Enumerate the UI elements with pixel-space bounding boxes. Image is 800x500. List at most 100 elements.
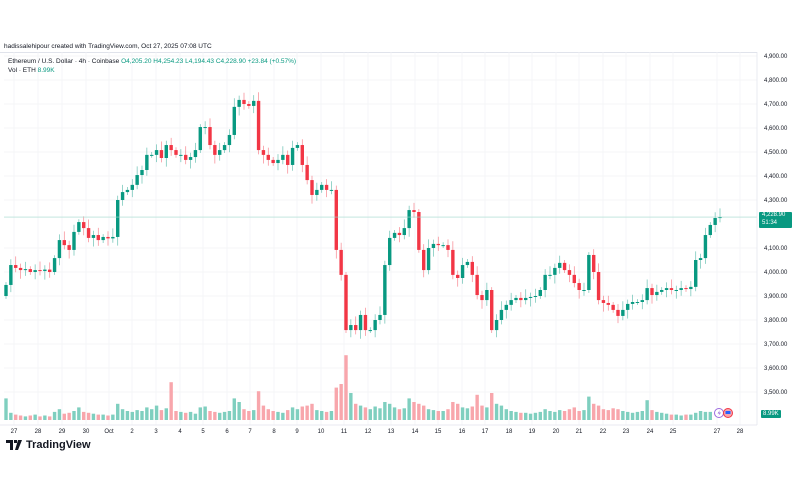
candle-body (543, 274, 547, 290)
volume-bar (286, 410, 290, 420)
x-tick-label: 22 (600, 429, 607, 435)
tradingview-logo[interactable]: TradingView (6, 439, 91, 451)
candle (669, 279, 674, 295)
x-tick-label: 10 (318, 429, 325, 435)
candle (538, 287, 542, 299)
candle (295, 142, 300, 151)
volume-bar (203, 406, 207, 420)
volume-bar (329, 411, 334, 420)
candle (106, 231, 110, 246)
candle-body (611, 304, 615, 310)
symbol-name[interactable]: Ethereum / U.S. Dollar · 4h · Coinbase (8, 58, 120, 65)
candle (271, 157, 275, 166)
candle (227, 129, 232, 153)
candle-body (664, 288, 669, 290)
event-lightning-icon[interactable] (714, 408, 724, 418)
candle-body (577, 283, 581, 290)
candle-body (77, 222, 81, 232)
candle (23, 261, 28, 276)
candle-body (48, 269, 52, 272)
volume-label[interactable]: Vol · ETH (8, 67, 36, 74)
candle (261, 145, 266, 164)
candle (601, 295, 606, 312)
candle-body (237, 99, 241, 107)
ohlc-close: C4,228.90 (215, 58, 246, 65)
candle (713, 212, 717, 233)
candle (465, 259, 470, 268)
candle (145, 147, 149, 176)
candle (412, 202, 416, 218)
candle (154, 144, 159, 163)
candle (553, 263, 557, 284)
event-flag-icon[interactable] (723, 408, 733, 418)
candle-body (256, 100, 261, 151)
last-price-tag: 4,228.90 51:34 (759, 212, 792, 228)
candle (310, 175, 314, 204)
candle (606, 295, 610, 311)
volume-bar (596, 405, 601, 420)
volume-bar (38, 416, 42, 420)
candle (96, 227, 100, 246)
candle (650, 283, 654, 304)
candle-body (703, 235, 708, 259)
volume-bar (344, 355, 348, 420)
volume-bar (363, 407, 368, 420)
candle-body (553, 267, 557, 275)
candle (256, 92, 261, 155)
volume-bar (261, 405, 266, 420)
volume-bar (504, 409, 508, 420)
candle (169, 137, 173, 156)
candle-body (271, 159, 275, 164)
candle-body (14, 265, 18, 268)
volume-bar (106, 415, 110, 420)
volume-tag: 8.99K (761, 410, 781, 418)
volume-bar (388, 403, 392, 420)
volume-bar (543, 409, 547, 420)
candle-body (397, 232, 402, 236)
volume-bar (601, 409, 606, 420)
candle (179, 149, 183, 163)
y-tick-label: 3,700.00 (764, 342, 788, 348)
candle-body (9, 265, 13, 285)
volume-bar (378, 408, 382, 420)
candle-body (57, 240, 62, 259)
candle-body (412, 210, 416, 212)
candle (417, 209, 421, 253)
candle (596, 263, 601, 305)
candle-body (558, 262, 562, 268)
x-tick-label: 15 (435, 429, 442, 435)
candle (577, 278, 581, 299)
volume-bar (349, 393, 353, 420)
candle-body (519, 297, 523, 301)
candle-body (213, 145, 217, 155)
candle-body (188, 157, 193, 160)
candle (703, 227, 708, 264)
volume-bar (626, 411, 630, 420)
volume-bar (9, 412, 13, 420)
candle (378, 306, 382, 325)
candle-body (295, 145, 300, 148)
volume-bar (368, 409, 372, 420)
candle-body (582, 290, 586, 291)
candle-body (179, 154, 183, 156)
candle (679, 280, 683, 296)
candle (519, 292, 523, 308)
candle-body (528, 296, 533, 298)
candle (441, 242, 445, 248)
candle (290, 140, 295, 171)
x-tick-label: 2 (130, 429, 134, 435)
candle-body (383, 265, 387, 315)
candle-body (140, 170, 144, 176)
candle-body (694, 260, 698, 287)
candle (475, 266, 479, 300)
candle (397, 227, 402, 243)
volume-bar (703, 411, 708, 420)
candle-body (587, 254, 591, 290)
volume-bar (470, 406, 474, 420)
candle (407, 205, 411, 237)
x-tick-label: 25 (670, 429, 677, 435)
candle-body (329, 189, 334, 191)
candle (276, 154, 280, 171)
volume-bar (159, 410, 164, 420)
